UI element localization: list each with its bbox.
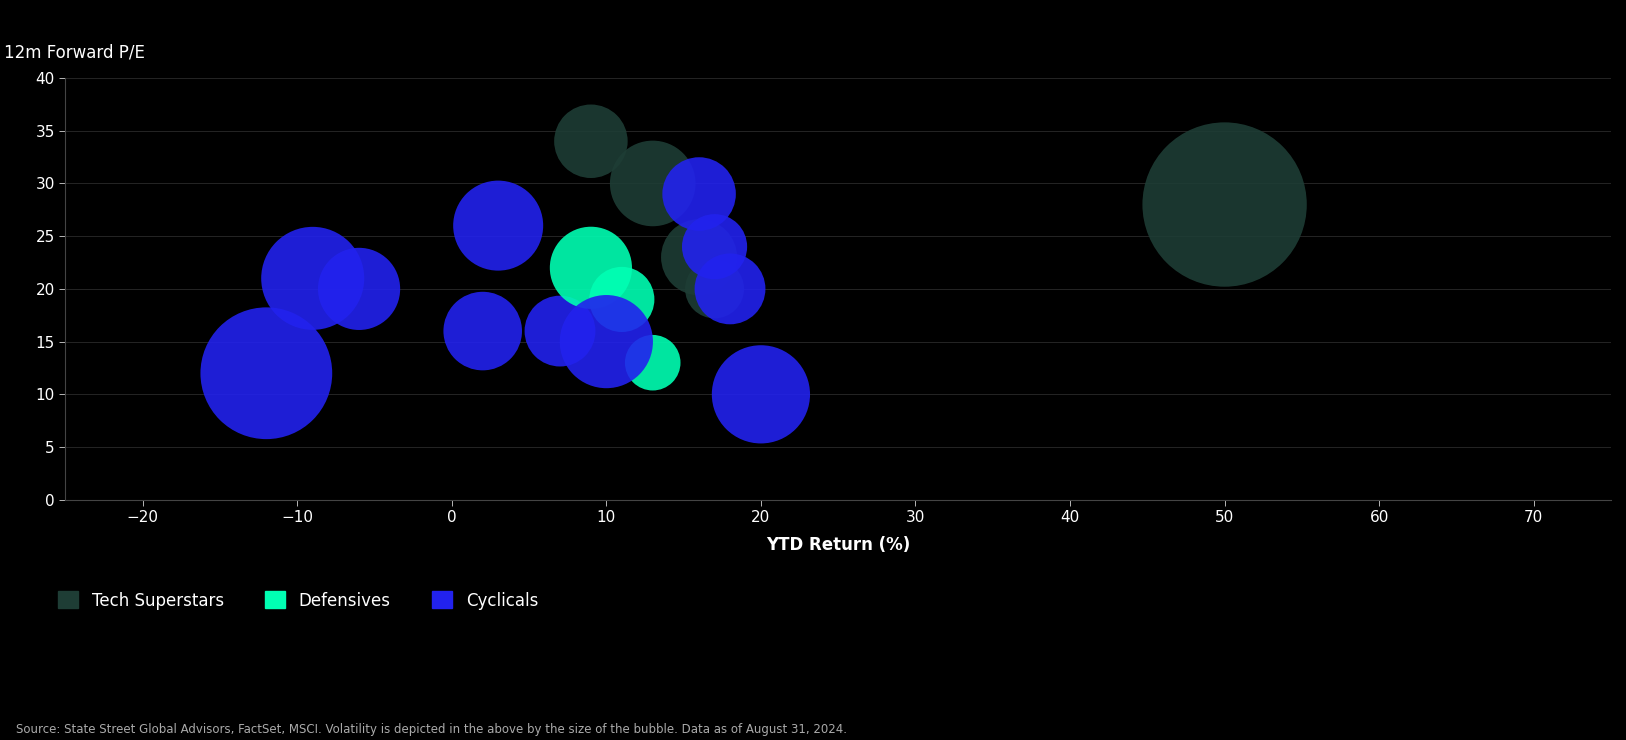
Point: [485, 220, 511, 232]
Point: [748, 388, 774, 400]
Text: Source: State Street Global Advisors, FactSet, MSCI. Volatility is depicted in t: Source: State Street Global Advisors, Fa…: [16, 723, 847, 736]
Point: [254, 367, 280, 379]
Point: [701, 240, 727, 252]
Legend: Tech Superstars, Defensives, Cyclicals: Tech Superstars, Defensives, Cyclicals: [59, 591, 538, 610]
Point: [546, 325, 572, 337]
Text: 12m Forward P/E: 12m Forward P/E: [3, 43, 145, 61]
Point: [593, 336, 620, 348]
Point: [346, 283, 372, 295]
Point: [639, 357, 665, 369]
Point: [717, 283, 743, 295]
Point: [608, 294, 634, 306]
Point: [1211, 198, 1237, 210]
Point: [686, 252, 712, 263]
Point: [470, 325, 496, 337]
Point: [639, 178, 665, 189]
Point: [701, 283, 727, 295]
X-axis label: YTD Return (%): YTD Return (%): [766, 536, 911, 554]
Point: [577, 262, 603, 274]
Point: [577, 135, 603, 147]
Point: [686, 188, 712, 200]
Point: [299, 272, 325, 284]
